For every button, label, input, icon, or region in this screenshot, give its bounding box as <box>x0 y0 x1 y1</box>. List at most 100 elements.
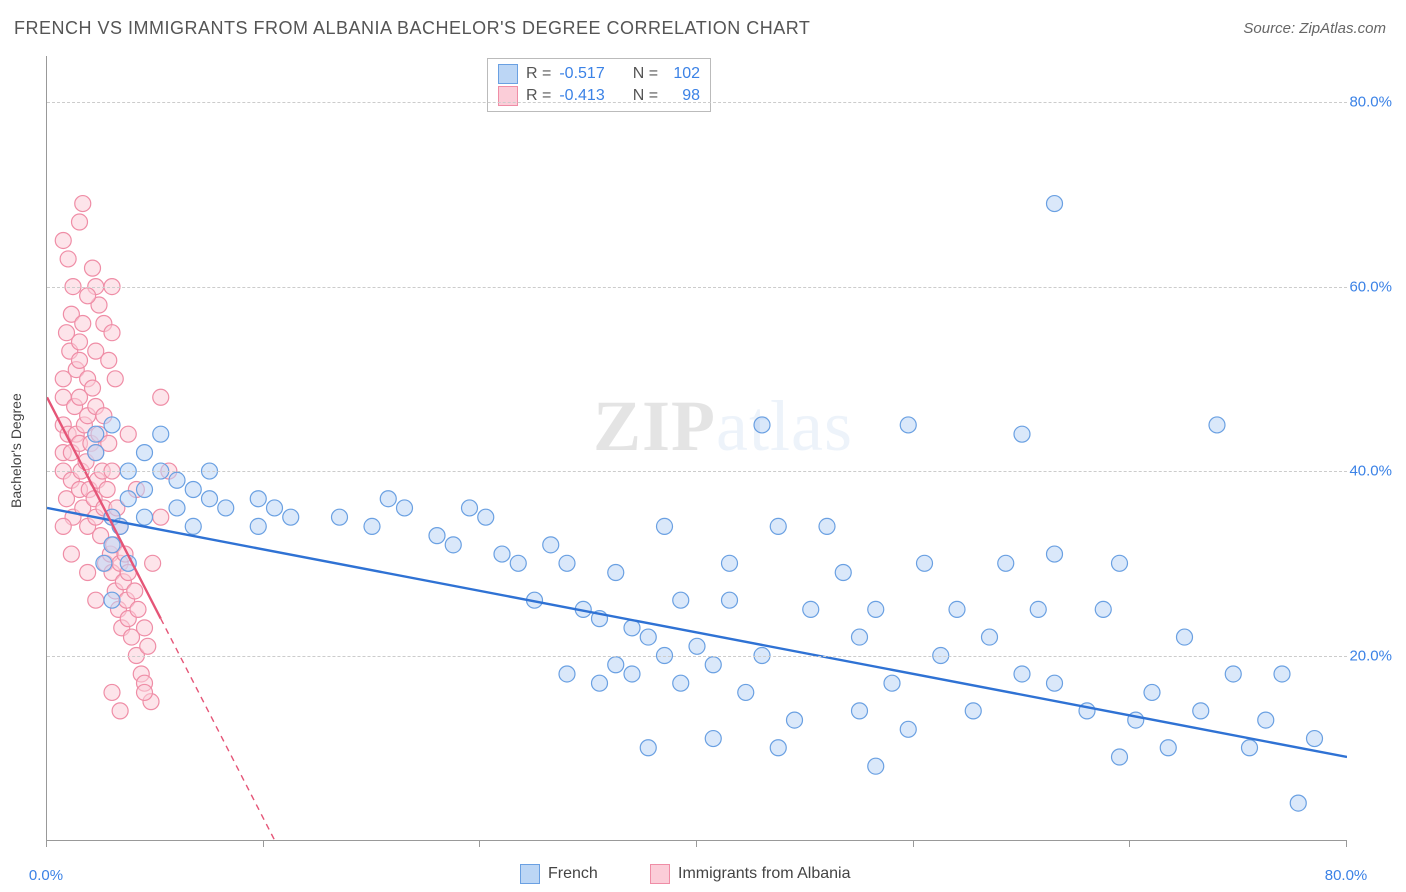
data-point <box>88 426 104 442</box>
data-point <box>640 740 656 756</box>
data-point <box>624 666 640 682</box>
data-point <box>1258 712 1274 728</box>
gridline <box>47 656 1347 657</box>
data-point <box>55 518 71 534</box>
data-point <box>722 592 738 608</box>
data-point <box>80 288 96 304</box>
data-point <box>1112 555 1128 571</box>
data-point <box>835 565 851 581</box>
data-point <box>787 712 803 728</box>
data-point <box>153 389 169 405</box>
data-point <box>510 555 526 571</box>
legend-swatch <box>650 864 670 884</box>
data-point <box>640 629 656 645</box>
data-point <box>88 592 104 608</box>
chart-title: FRENCH VS IMMIGRANTS FROM ALBANIA BACHEL… <box>14 18 810 39</box>
data-point <box>169 500 185 516</box>
stat-r-label: R = <box>526 63 551 85</box>
y-axis-label: Bachelor's Degree <box>8 393 24 508</box>
data-point <box>1047 196 1063 212</box>
x-tick-label: 80.0% <box>1325 867 1368 884</box>
data-point <box>107 371 123 387</box>
bottom-legend-item: French <box>520 864 598 884</box>
data-point <box>104 592 120 608</box>
data-point <box>332 509 348 525</box>
data-point <box>738 684 754 700</box>
data-point <box>72 352 88 368</box>
data-point <box>75 315 91 331</box>
x-tick <box>46 840 47 847</box>
data-point <box>982 629 998 645</box>
data-point <box>104 417 120 433</box>
data-point <box>770 518 786 534</box>
trend-line <box>161 619 275 840</box>
data-point <box>169 472 185 488</box>
stat-n-value: 98 <box>666 85 700 107</box>
data-point <box>868 601 884 617</box>
stat-n-value: 102 <box>666 63 700 85</box>
data-point <box>1014 666 1030 682</box>
data-point <box>429 528 445 544</box>
data-point <box>478 509 494 525</box>
data-point <box>120 426 136 442</box>
x-tick <box>1346 840 1347 847</box>
data-point <box>803 601 819 617</box>
data-point <box>137 684 153 700</box>
data-point <box>145 555 161 571</box>
data-point <box>608 565 624 581</box>
stats-legend-box: R = -0.517N = 102R = -0.413N = 98 <box>487 58 711 112</box>
y-tick-label: 20.0% <box>1349 647 1392 664</box>
data-point <box>1095 601 1111 617</box>
data-point <box>104 684 120 700</box>
legend-swatch <box>520 864 540 884</box>
data-point <box>705 731 721 747</box>
data-point <box>140 638 156 654</box>
plot-svg <box>47 56 1347 840</box>
data-point <box>884 675 900 691</box>
stat-n-label: N = <box>633 85 658 107</box>
data-point <box>99 482 115 498</box>
data-point <box>185 518 201 534</box>
data-point <box>608 657 624 673</box>
data-point <box>55 232 71 248</box>
stat-r-label: R = <box>526 85 551 107</box>
y-tick-label: 40.0% <box>1349 463 1392 480</box>
data-point <box>112 703 128 719</box>
data-point <box>153 509 169 525</box>
data-point <box>75 196 91 212</box>
data-point <box>137 445 153 461</box>
data-point <box>559 555 575 571</box>
x-tick <box>913 840 914 847</box>
data-point <box>130 601 146 617</box>
stats-row: R = -0.517N = 102 <box>498 63 700 85</box>
data-point <box>137 509 153 525</box>
data-point <box>202 491 218 507</box>
data-point <box>754 417 770 433</box>
data-point <box>657 518 673 534</box>
data-point <box>137 620 153 636</box>
y-tick-label: 80.0% <box>1349 94 1392 111</box>
data-point <box>1290 795 1306 811</box>
data-point <box>1242 740 1258 756</box>
gridline <box>47 287 1347 288</box>
data-point <box>819 518 835 534</box>
legend-label: French <box>548 865 598 883</box>
data-point <box>770 740 786 756</box>
data-point <box>965 703 981 719</box>
data-point <box>364 518 380 534</box>
data-point <box>88 445 104 461</box>
data-point <box>63 546 79 562</box>
data-point <box>60 251 76 267</box>
data-point <box>185 482 201 498</box>
data-point <box>1225 666 1241 682</box>
data-point <box>127 583 143 599</box>
data-point <box>900 721 916 737</box>
x-tick <box>479 840 480 847</box>
x-tick <box>263 840 264 847</box>
data-point <box>1177 629 1193 645</box>
data-point <box>543 537 559 553</box>
source-name: ZipAtlas.com <box>1299 20 1386 37</box>
data-point <box>85 380 101 396</box>
data-point <box>673 592 689 608</box>
data-point <box>559 666 575 682</box>
